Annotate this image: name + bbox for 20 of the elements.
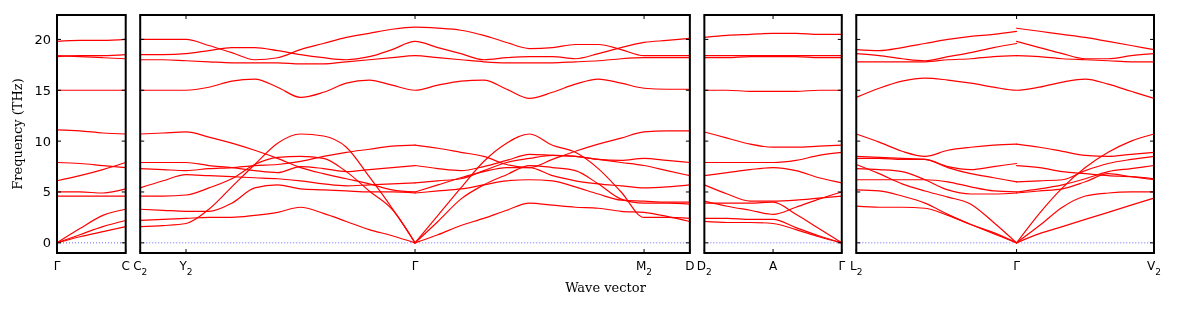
y-tick-label: 10 <box>34 133 51 149</box>
x-tick-label: Y$_{2}$ <box>178 259 193 277</box>
x-tick-label: D <box>685 259 695 273</box>
y-tick-label: 15 <box>34 82 51 98</box>
x-tick-label: M$_{2}$ <box>636 259 653 277</box>
x-tick-label: A <box>768 259 778 273</box>
x-tick-label: C$_{2}$ <box>133 259 148 277</box>
x-tick-label: Γ <box>53 259 61 273</box>
x-tick-label: Γ <box>1013 259 1021 273</box>
x-tick-label: Γ <box>411 259 419 273</box>
x-tick-label: L$_{2}$ <box>850 259 863 277</box>
x-tick-label: D$_{2}$ <box>696 259 712 277</box>
y-axis-title: Frequency (THz) <box>10 78 25 190</box>
x-tick-label: Γ <box>838 259 846 273</box>
x-tick-label: C <box>121 259 130 273</box>
y-tick-label: 5 <box>42 184 51 200</box>
y-tick-label: 20 <box>34 31 51 47</box>
x-tick-label: V$_{2}$ <box>1147 259 1161 277</box>
y-tick-label: 0 <box>42 235 51 251</box>
x-axis-title: Wave vector <box>565 280 647 295</box>
